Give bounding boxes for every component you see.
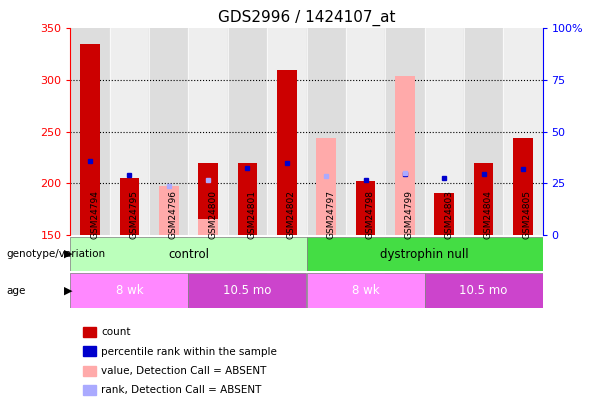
Text: count: count	[101, 327, 131, 337]
Text: GSM24803: GSM24803	[444, 190, 453, 239]
Text: GSM24799: GSM24799	[405, 190, 414, 239]
Bar	[149, 237, 189, 271]
Bar	[346, 28, 385, 235]
Text: 8 wk: 8 wk	[352, 284, 379, 297]
Bar	[149, 273, 189, 308]
Bar	[306, 273, 424, 308]
Bar	[385, 237, 424, 271]
Bar	[189, 237, 228, 271]
Bar	[385, 28, 424, 235]
Bar	[159, 186, 178, 235]
Text: GSM24797: GSM24797	[326, 190, 335, 239]
Bar	[149, 28, 189, 235]
Bar	[464, 273, 503, 308]
Bar	[70, 237, 110, 271]
Text: age: age	[6, 286, 26, 296]
Text: 10.5 mo: 10.5 mo	[223, 284, 272, 297]
Text: value, Detection Call = ABSENT: value, Detection Call = ABSENT	[101, 366, 267, 376]
Bar	[189, 273, 228, 308]
Bar	[395, 76, 414, 235]
Bar	[424, 273, 464, 308]
Bar	[464, 28, 503, 235]
Text: GSM24796: GSM24796	[169, 190, 178, 239]
Bar	[70, 28, 110, 235]
Text: GSM24795: GSM24795	[129, 190, 139, 239]
Bar	[346, 273, 385, 308]
Bar	[513, 138, 533, 235]
Bar	[346, 237, 385, 271]
Bar	[306, 237, 346, 271]
Title: GDS2996 / 1424107_at: GDS2996 / 1424107_at	[218, 9, 395, 26]
Bar	[199, 220, 218, 235]
Text: GSM24802: GSM24802	[287, 190, 296, 239]
Bar	[424, 237, 464, 271]
Bar	[120, 178, 139, 235]
Text: GSM24800: GSM24800	[208, 190, 217, 239]
Bar	[306, 237, 543, 271]
Bar	[228, 237, 267, 271]
Bar	[385, 273, 424, 308]
Bar	[424, 28, 464, 235]
Text: GSM24805: GSM24805	[523, 190, 532, 239]
Bar	[356, 181, 375, 235]
Bar	[464, 237, 503, 271]
Text: rank, Detection Call = ABSENT: rank, Detection Call = ABSENT	[101, 386, 262, 395]
Bar	[189, 273, 306, 308]
Text: GSM24801: GSM24801	[248, 190, 256, 239]
Bar	[503, 273, 543, 308]
Bar	[316, 138, 336, 235]
Bar	[70, 273, 110, 308]
Bar	[277, 70, 297, 235]
Bar	[267, 28, 306, 235]
Bar	[80, 44, 100, 235]
Bar	[238, 163, 257, 235]
Bar	[267, 273, 306, 308]
Bar	[110, 237, 149, 271]
Text: 10.5 mo: 10.5 mo	[459, 284, 508, 297]
Text: GSM24794: GSM24794	[90, 190, 99, 239]
Bar	[503, 237, 543, 271]
Text: control: control	[168, 247, 209, 261]
Bar	[199, 163, 218, 235]
Bar	[70, 237, 306, 271]
Text: GSM24798: GSM24798	[365, 190, 375, 239]
Bar	[306, 28, 346, 235]
Bar	[189, 28, 228, 235]
Text: ▶: ▶	[64, 249, 73, 259]
Bar	[228, 28, 267, 235]
Text: genotype/variation: genotype/variation	[6, 249, 105, 259]
Bar	[110, 273, 149, 308]
Bar	[474, 163, 493, 235]
Text: percentile rank within the sample: percentile rank within the sample	[101, 347, 277, 356]
Bar	[159, 232, 178, 235]
Bar	[424, 273, 543, 308]
Text: dystrophin null: dystrophin null	[380, 247, 469, 261]
Bar	[228, 273, 267, 308]
Text: GSM24804: GSM24804	[484, 190, 492, 239]
Bar	[70, 273, 189, 308]
Bar	[306, 273, 346, 308]
Text: 8 wk: 8 wk	[116, 284, 143, 297]
Bar	[267, 237, 306, 271]
Text: ▶: ▶	[64, 286, 73, 296]
Bar	[110, 28, 149, 235]
Bar	[435, 192, 454, 235]
Bar	[503, 28, 543, 235]
